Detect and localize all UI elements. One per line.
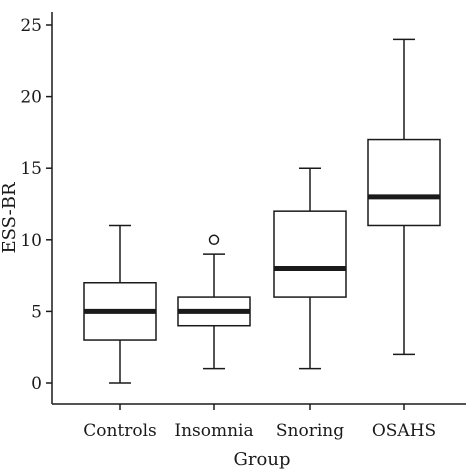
box-group xyxy=(273,167,347,370)
y-tick-label: 10 xyxy=(20,231,42,251)
box-group xyxy=(177,234,251,370)
box-group xyxy=(367,38,441,356)
x-tick-label: Controls xyxy=(83,421,157,441)
y-axis-label: ESS-BR xyxy=(0,182,20,253)
y-tick-label: 15 xyxy=(20,159,42,179)
outlier-point xyxy=(208,234,220,246)
x-tick-label: Insomnia xyxy=(174,421,253,441)
y-tick-label: 25 xyxy=(20,16,42,36)
x-tick-label: Snoring xyxy=(276,421,344,441)
x-axis-label: Group xyxy=(234,449,291,470)
boxes xyxy=(83,38,441,384)
x-tick-label: OSAHS xyxy=(372,421,436,441)
axes: 0 5 10 15 20 25 Controls Insomnia Snoring OSAHS xyxy=(20,12,466,441)
iqr-box xyxy=(273,210,347,298)
iqr-box xyxy=(367,138,441,227)
y-tick-label: 20 xyxy=(20,88,42,108)
y-tick-label: 0 xyxy=(31,374,42,394)
box-group xyxy=(83,224,157,384)
y-tick-label: 5 xyxy=(31,302,42,322)
